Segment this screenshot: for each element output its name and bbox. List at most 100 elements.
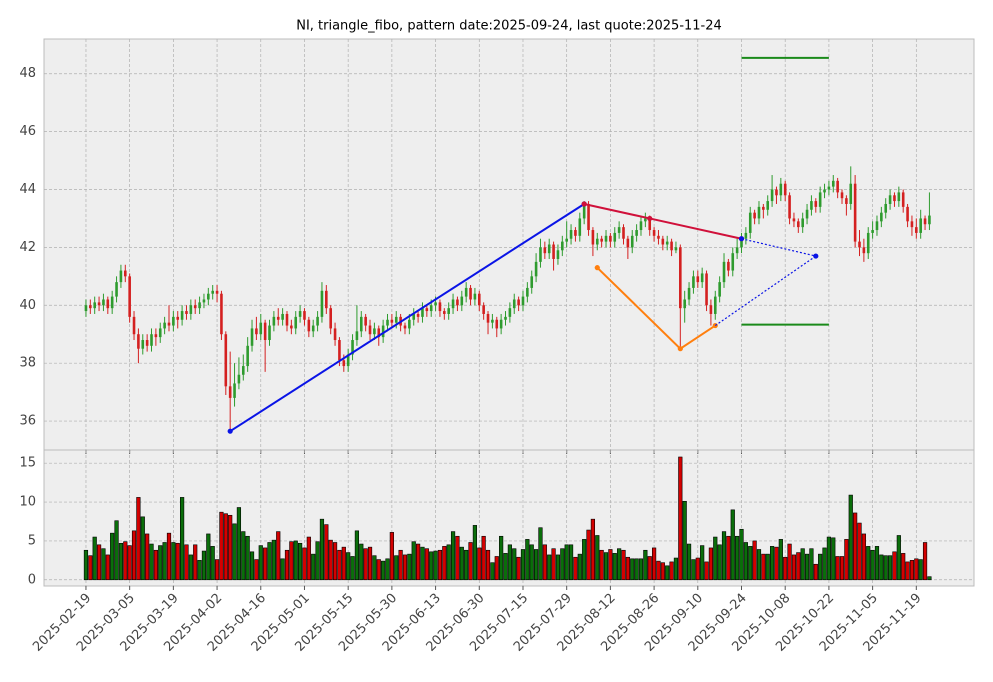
volume-bar (140, 516, 145, 581)
volume-bar (634, 558, 639, 581)
volume-bar (162, 542, 167, 581)
candle-body (687, 287, 691, 300)
volume-bar (389, 532, 394, 581)
candle-body (534, 261, 538, 277)
candle-body (805, 209, 809, 219)
volume-bar (315, 541, 320, 581)
volume-bar (573, 556, 578, 581)
candle-body (652, 230, 656, 236)
candle-body (740, 238, 743, 248)
volume-bar (88, 555, 93, 581)
volume-bar (739, 528, 744, 581)
volume-bar (223, 513, 228, 581)
volume-bar (424, 548, 429, 581)
volume-bar (398, 549, 403, 581)
candle-body (386, 319, 389, 326)
volume-bar (153, 549, 158, 581)
pattern-point (738, 236, 745, 242)
candle-body (255, 328, 258, 335)
candle-body (429, 305, 433, 312)
volume-bar (376, 559, 381, 581)
volume-bar (529, 544, 534, 581)
candle-body (893, 195, 896, 202)
volume-bar (914, 558, 919, 581)
candle-body (858, 241, 861, 248)
y-tick-label: 46 (19, 124, 36, 139)
candle-body (298, 311, 302, 317)
volume-bar (468, 542, 473, 581)
candle-body (713, 296, 717, 314)
volume-bar (905, 561, 910, 581)
volume-bar (433, 550, 438, 581)
volume-bar (704, 561, 709, 581)
volume-bar (245, 535, 250, 581)
volume-bar (735, 535, 740, 581)
candle-body (897, 192, 901, 202)
volume-bar (551, 548, 556, 581)
candle-body (460, 296, 464, 306)
volume-bar (481, 535, 486, 581)
volume-bar (525, 539, 530, 581)
volume-bar (83, 549, 89, 581)
candle-body (709, 305, 713, 314)
y-tick-label: 5 (28, 533, 36, 548)
volume-bar (280, 558, 285, 581)
volume-bar (752, 540, 757, 581)
candle-body (180, 311, 184, 320)
volume-bar (804, 553, 810, 581)
volume-bar (835, 556, 840, 581)
volume-bar (472, 525, 478, 581)
candle-body (447, 308, 450, 314)
candle-body (639, 221, 643, 231)
candle-body (473, 293, 477, 300)
candle-body (338, 340, 341, 361)
candle-body (770, 189, 774, 202)
volume-bar (870, 549, 875, 581)
volume-bar (538, 527, 543, 581)
volume-bar (599, 549, 604, 581)
volume-bar (499, 535, 504, 581)
volume-bar (324, 524, 329, 581)
candle-body (727, 261, 730, 271)
candle-body (814, 201, 818, 207)
candle-body (285, 313, 289, 326)
candle-body (408, 319, 411, 329)
volume-bar (887, 555, 893, 581)
candle-body (757, 206, 761, 219)
volume-bar (293, 540, 298, 581)
candle-body (849, 183, 853, 204)
candle-body (665, 241, 669, 245)
pattern-point (677, 346, 683, 352)
candle-body (696, 276, 700, 283)
pattern-point (647, 215, 653, 222)
volume-bar (595, 535, 600, 581)
volume-bar (673, 557, 679, 581)
candle-body (486, 313, 490, 323)
candle-body (679, 247, 682, 309)
volume-bar (874, 546, 880, 581)
candle-body (316, 316, 319, 326)
volume-bar (214, 559, 220, 581)
candle-body (644, 218, 647, 222)
volume-bar (547, 554, 552, 581)
volume-bar (437, 549, 443, 581)
volume-bar (442, 546, 447, 581)
candle-body (346, 354, 350, 367)
candle-body (93, 302, 96, 309)
candle-body (661, 238, 665, 245)
pattern-line (714, 255, 817, 327)
y-tick-label: 0 (28, 572, 36, 587)
candle-body (910, 221, 914, 228)
candle-body (263, 322, 267, 341)
candle-body (604, 235, 608, 242)
candle-body (329, 308, 332, 329)
volume-bar (149, 543, 154, 581)
candle-body (648, 218, 652, 231)
candle-body (530, 276, 534, 288)
candle-body (587, 203, 590, 231)
candle-body (311, 325, 315, 332)
candle-body (836, 180, 839, 193)
candle-body (871, 230, 874, 233)
candle-body (355, 331, 359, 341)
volume-bar (485, 549, 491, 581)
